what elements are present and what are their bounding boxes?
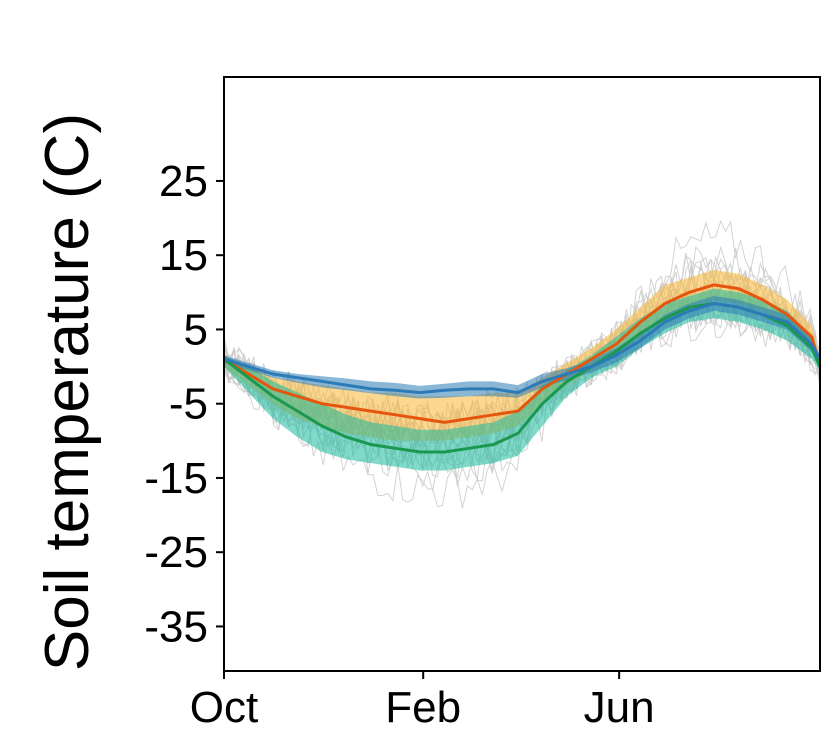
y-axis-title: Soil temperature (C) [33,113,102,671]
background-line [223,219,821,509]
series-bands [224,270,820,471]
line-orange [223,283,822,424]
line-blue [223,301,822,395]
plot-frame [223,76,821,672]
y-tick-label: -25 [144,528,208,577]
x-tick-label: Oct [190,683,258,731]
x-tick-label: Jun [584,683,655,731]
series-lines [223,283,822,454]
y-tick-label: 25 [159,157,208,206]
y-tick-label: 5 [184,305,208,354]
x-axis-ticks: Oct Feb Jun [190,671,655,732]
y-tick-label: 15 [159,231,208,280]
band-blue [224,296,820,399]
y-tick-label: -15 [144,454,208,503]
y-tick-label: -35 [144,602,208,651]
y-axis-ticks: 25 15 5 -5 -15 -25 -35 [144,157,224,651]
x-tick-label: Feb [385,683,461,731]
y-tick-label: -5 [169,380,208,429]
band-green [224,288,820,471]
background-gray-lines [223,219,821,509]
